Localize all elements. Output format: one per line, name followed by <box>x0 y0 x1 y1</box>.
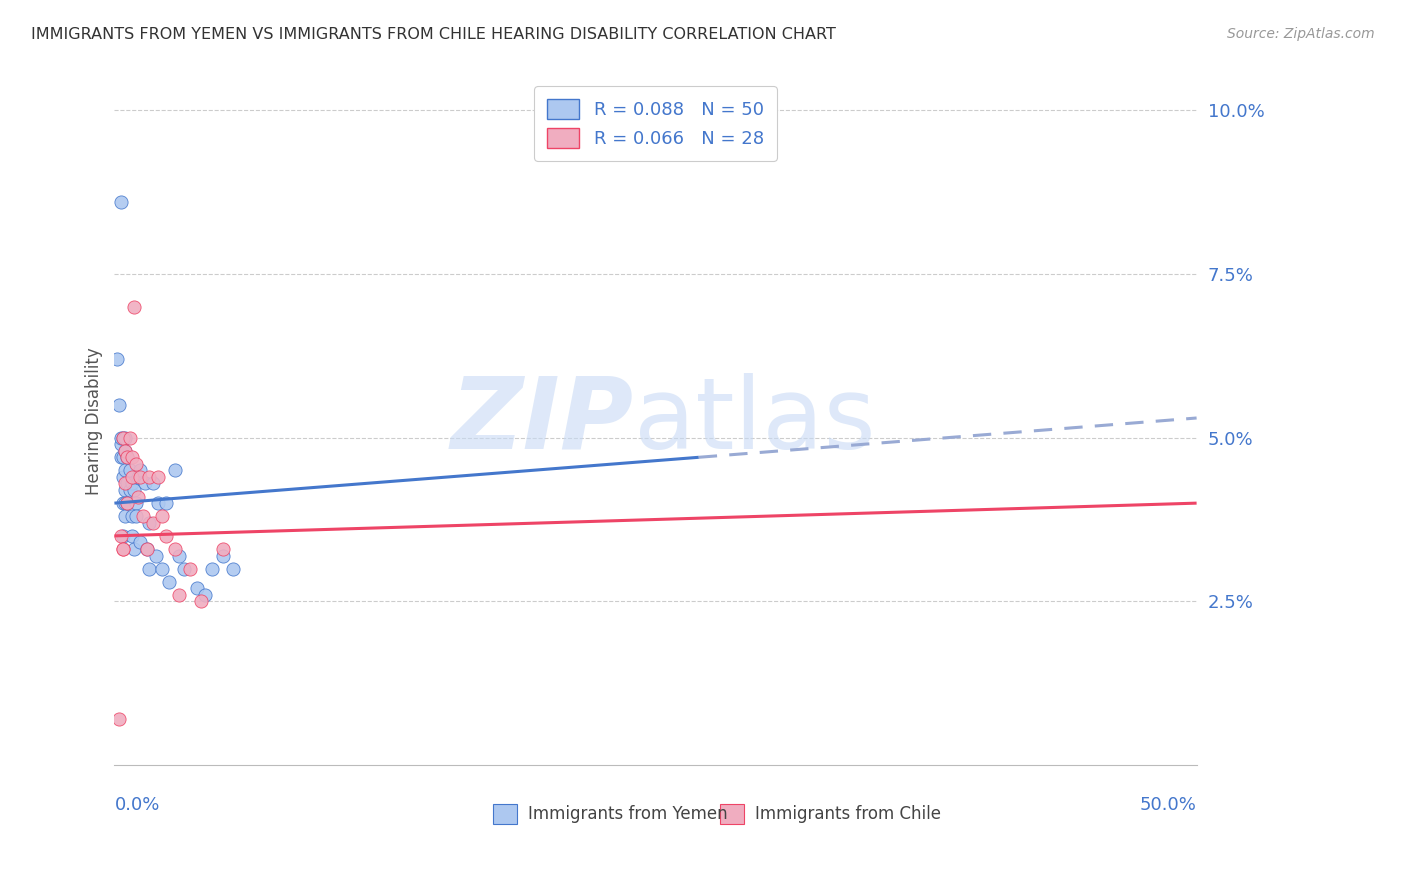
Point <box>107 398 129 412</box>
Point <box>117 476 139 491</box>
Point <box>169 588 191 602</box>
Point <box>157 574 180 589</box>
Point <box>122 541 145 556</box>
Point <box>146 470 169 484</box>
Point <box>194 588 217 602</box>
Point <box>121 476 143 491</box>
Point <box>121 509 143 524</box>
Point <box>114 483 136 497</box>
Point <box>110 194 132 209</box>
Point <box>112 431 135 445</box>
Point <box>112 470 135 484</box>
Point <box>110 529 132 543</box>
Point <box>110 437 132 451</box>
Point <box>211 541 233 556</box>
Point <box>129 535 152 549</box>
Point <box>114 463 136 477</box>
Point <box>145 549 167 563</box>
Point <box>190 594 212 608</box>
Point <box>142 476 165 491</box>
Point <box>138 516 160 530</box>
Point <box>110 431 132 445</box>
Point <box>117 450 139 465</box>
Point <box>117 450 139 465</box>
Point <box>138 470 160 484</box>
Point <box>107 712 129 726</box>
Point <box>105 352 128 367</box>
Point <box>135 541 157 556</box>
Point <box>114 443 136 458</box>
Point <box>163 463 186 477</box>
Point <box>112 541 135 556</box>
Point <box>121 470 143 484</box>
Point <box>131 509 153 524</box>
Point <box>129 463 152 477</box>
Point <box>114 509 136 524</box>
Point <box>125 509 148 524</box>
Point <box>155 496 177 510</box>
Point <box>112 450 135 465</box>
Y-axis label: Hearing Disability: Hearing Disability <box>86 347 103 495</box>
Point <box>118 463 141 477</box>
Point <box>112 431 135 445</box>
Point <box>112 529 135 543</box>
Point <box>146 496 169 510</box>
Point <box>114 431 136 445</box>
Point <box>114 443 136 458</box>
Point <box>173 561 195 575</box>
Text: ZIP: ZIP <box>451 373 634 470</box>
Point <box>114 496 136 510</box>
Point <box>127 470 149 484</box>
Point <box>121 450 143 465</box>
Point <box>122 300 145 314</box>
Point <box>118 483 141 497</box>
Point <box>163 541 186 556</box>
Point <box>118 431 141 445</box>
Point <box>122 483 145 497</box>
Text: Immigrants from Yemen: Immigrants from Yemen <box>527 805 727 823</box>
Text: 0.0%: 0.0% <box>114 796 160 814</box>
Text: IMMIGRANTS FROM YEMEN VS IMMIGRANTS FROM CHILE HEARING DISABILITY CORRELATION CH: IMMIGRANTS FROM YEMEN VS IMMIGRANTS FROM… <box>31 27 835 42</box>
Point <box>142 516 165 530</box>
Point <box>117 496 139 510</box>
Legend: R = 0.088   N = 50, R = 0.066   N = 28: R = 0.088 N = 50, R = 0.066 N = 28 <box>534 87 776 161</box>
Point <box>138 561 160 575</box>
Point <box>134 476 156 491</box>
Point <box>121 529 143 543</box>
Point <box>112 541 135 556</box>
Point <box>169 549 191 563</box>
Point <box>179 561 201 575</box>
Text: atlas: atlas <box>634 373 876 470</box>
Text: Immigrants from Chile: Immigrants from Chile <box>755 805 941 823</box>
Point <box>110 450 132 465</box>
Point <box>135 541 157 556</box>
Point <box>117 496 139 510</box>
Text: 50.0%: 50.0% <box>1140 796 1197 814</box>
Point <box>125 457 148 471</box>
Point <box>155 529 177 543</box>
Point <box>127 490 149 504</box>
Bar <box>720 805 744 823</box>
Text: Source: ZipAtlas.com: Source: ZipAtlas.com <box>1227 27 1375 41</box>
Point <box>129 470 152 484</box>
Point <box>201 561 224 575</box>
Bar <box>494 805 517 823</box>
Point <box>186 581 208 595</box>
Point <box>211 549 233 563</box>
Point <box>222 561 245 575</box>
Point <box>150 509 173 524</box>
Point <box>112 496 135 510</box>
Point <box>114 476 136 491</box>
Point <box>150 561 173 575</box>
Point <box>125 496 148 510</box>
